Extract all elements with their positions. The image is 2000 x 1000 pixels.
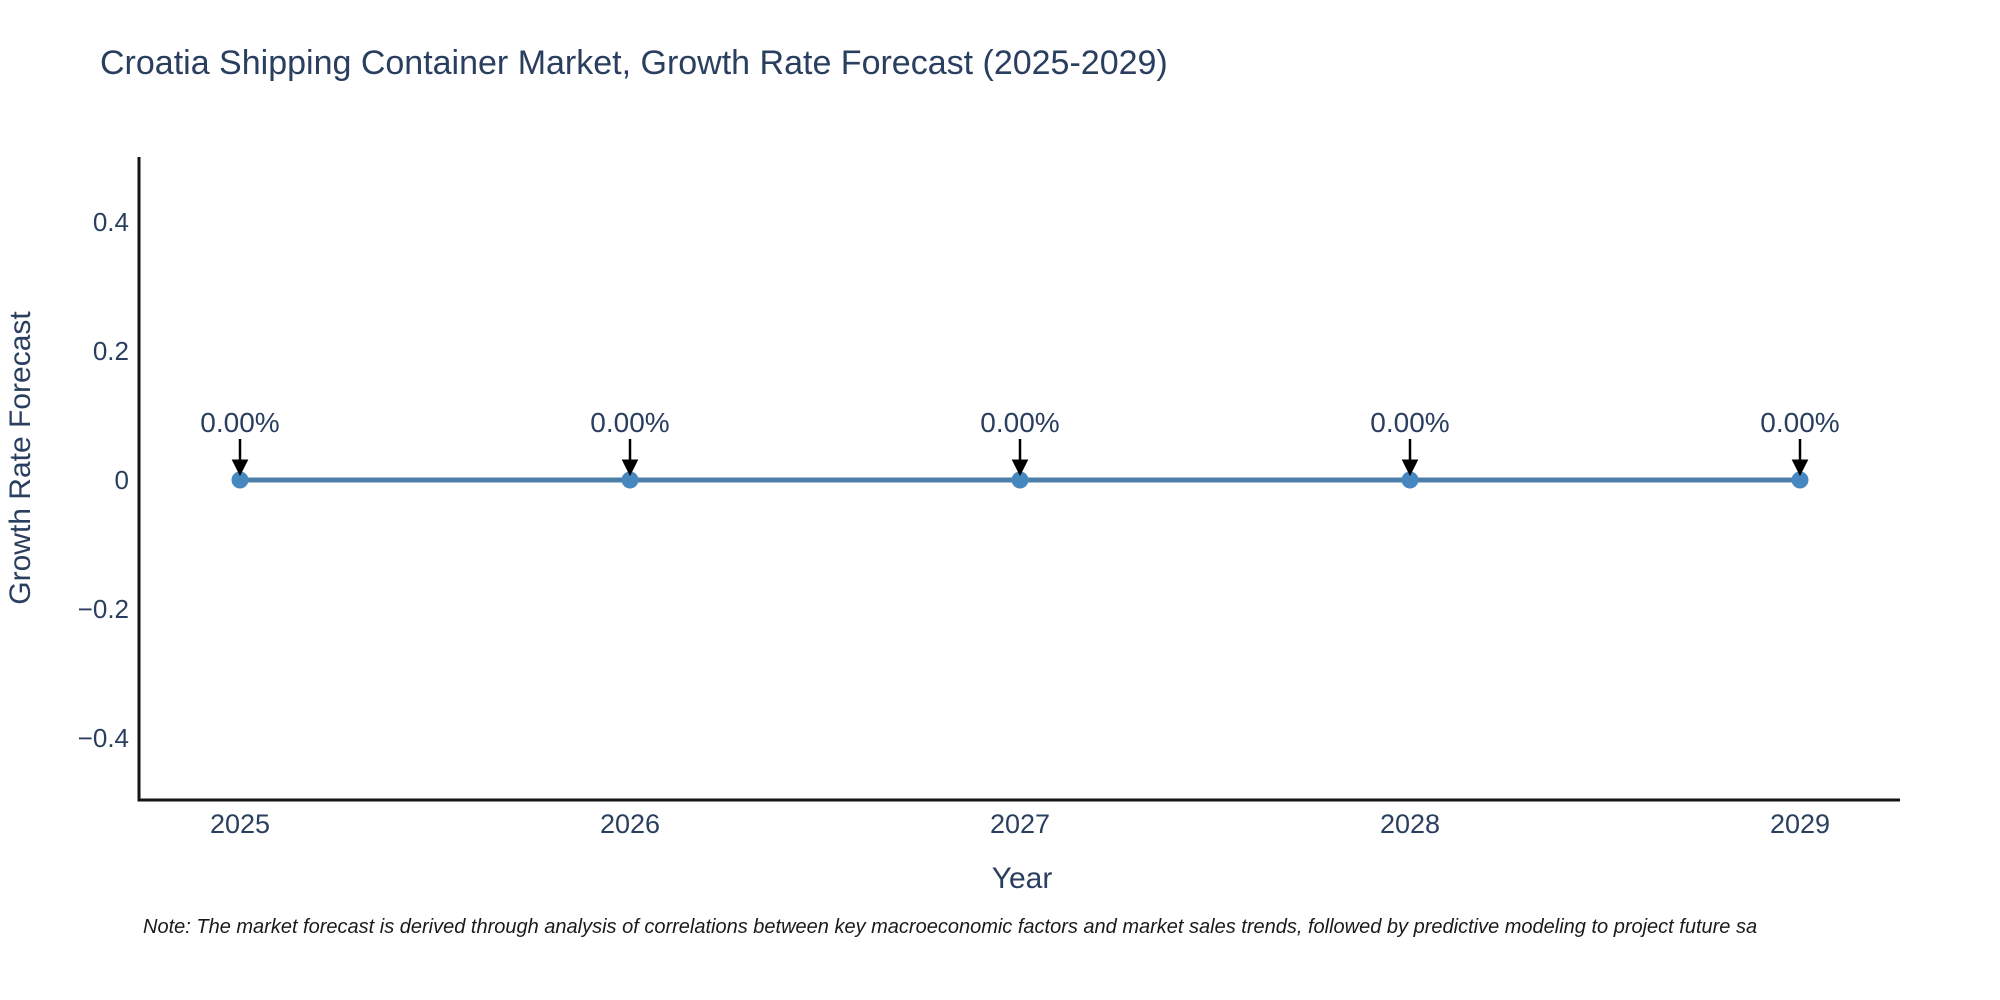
x-tick-label: 2025	[210, 809, 270, 839]
axis-lines	[137, 157, 1900, 802]
x-tick-label: 2028	[1380, 809, 1440, 839]
y-tick-label: 0	[115, 465, 129, 495]
point-annotation: 0.00%	[1760, 407, 1839, 438]
data-point-marker	[1011, 471, 1029, 489]
data-point-marker	[621, 471, 639, 489]
point-annotation: 0.00%	[590, 407, 669, 438]
y-tick-label: −0.2	[78, 594, 129, 624]
y-tick-label: −0.4	[78, 723, 129, 753]
y-tick-label: 0.4	[93, 207, 129, 237]
annotation-arrow-down-icon	[1011, 439, 1029, 477]
point-annotation: 0.00%	[200, 407, 279, 438]
y-tick-label: 0.2	[93, 336, 129, 366]
annotation-arrow-down-icon	[1401, 439, 1419, 477]
x-axis-title: Year	[992, 862, 1053, 895]
data-point-marker	[231, 471, 249, 489]
x-tick-label: 2029	[1770, 809, 1830, 839]
data-point-marker	[1401, 471, 1419, 489]
x-tick-label: 2026	[600, 809, 660, 839]
x-tick-label: 2027	[990, 809, 1050, 839]
y-axis-title: Growth Rate Forecast	[4, 311, 37, 605]
annotation-arrow-down-icon	[621, 439, 639, 477]
chart-title: Croatia Shipping Container Market, Growt…	[100, 44, 1168, 82]
data-point-marker	[1791, 471, 1809, 489]
footnote: Note: The market forecast is derived thr…	[143, 916, 1758, 938]
point-annotation: 0.00%	[1370, 407, 1449, 438]
point-annotation: 0.00%	[980, 407, 1059, 438]
annotation-arrow-down-icon	[231, 439, 249, 477]
annotation-arrow-down-icon	[1791, 439, 1809, 477]
